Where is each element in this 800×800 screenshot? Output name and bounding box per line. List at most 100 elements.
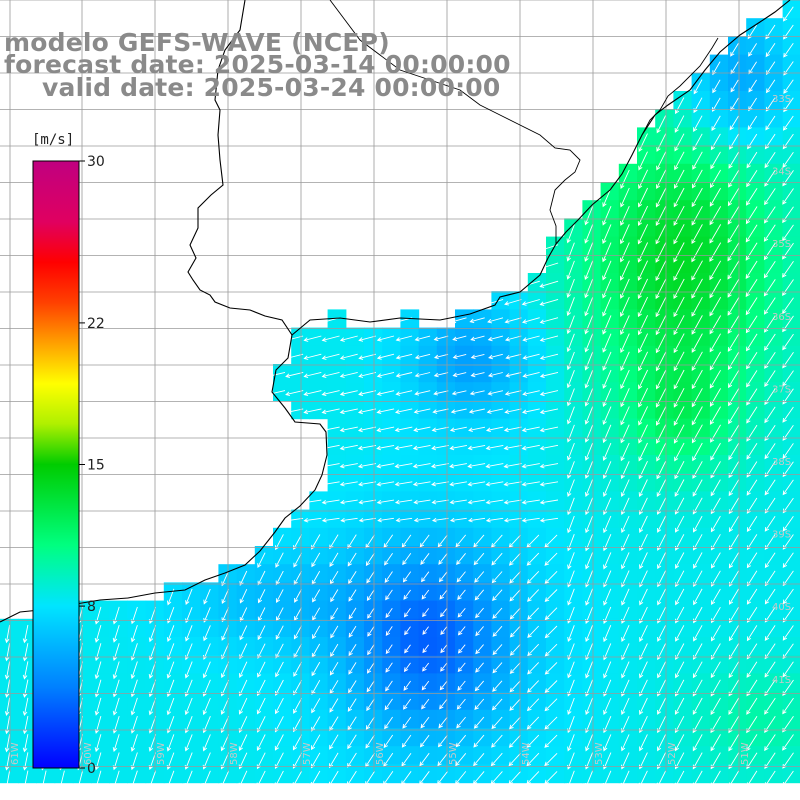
wind-arrow	[782, 516, 794, 532]
wind-arrow	[449, 444, 467, 451]
wind-arrow	[455, 753, 467, 767]
wind-arrow	[539, 463, 559, 469]
wind-arrow	[764, 734, 776, 752]
wind-arrow	[403, 698, 412, 710]
wind-arrow	[691, 351, 703, 372]
wind-arrow	[22, 770, 29, 789]
wind-arrow	[673, 169, 685, 189]
wind-arrow	[709, 187, 721, 207]
wind-arrow	[566, 351, 575, 371]
wind-arrow	[710, 515, 721, 533]
wind-arrow	[526, 698, 540, 712]
wind-arrow	[566, 224, 575, 244]
wind-arrow	[655, 278, 667, 300]
wind-arrow	[544, 662, 558, 675]
wind-arrow	[257, 552, 266, 569]
wind-arrow	[485, 463, 504, 469]
wind-arrow	[782, 661, 794, 678]
wind-arrow	[419, 534, 430, 548]
wind-arrow	[746, 679, 758, 697]
wind-arrow	[385, 626, 393, 636]
wind-arrow	[711, 588, 721, 606]
wind-arrow	[584, 442, 594, 461]
wind-arrow	[673, 406, 685, 426]
wind-arrow	[457, 589, 466, 601]
wind-arrow	[782, 370, 794, 387]
wind-arrow	[656, 151, 667, 171]
wind-arrow	[585, 515, 594, 534]
wind-arrow	[395, 517, 413, 523]
wind-arrow	[457, 662, 466, 673]
wind-arrow	[473, 753, 485, 767]
wind-arrow	[746, 479, 758, 496]
wind-arrow	[185, 588, 193, 605]
wind-arrow	[487, 390, 504, 396]
wind-cell	[418, 709, 438, 729]
wind-arrow	[727, 315, 740, 334]
wind-arrow	[763, 206, 776, 224]
wind-arrow	[728, 370, 740, 389]
wind-arrow	[566, 406, 575, 425]
wind-arrow	[329, 661, 339, 676]
wind-arrow	[491, 734, 503, 748]
wind-arrow	[746, 770, 758, 788]
wind-arrow	[620, 315, 630, 336]
wind-arrow	[22, 734, 29, 753]
wind-arrow	[238, 770, 248, 788]
wind-arrow	[312, 607, 321, 621]
wind-arrow	[603, 697, 612, 715]
wind-arrow	[638, 151, 648, 171]
wind-arrow	[746, 661, 758, 678]
wind-arrow	[673, 351, 685, 372]
wind-arrow	[544, 607, 558, 621]
wind-arrow	[730, 97, 739, 112]
wind-arrow	[691, 278, 703, 299]
wind-arrow	[526, 570, 540, 584]
wind-arrow	[330, 589, 339, 603]
wind-arrow	[503, 426, 522, 433]
wind-arrow	[693, 552, 703, 569]
wind-arrow	[503, 517, 522, 523]
wind-arrow	[585, 625, 594, 643]
wind-arrow	[438, 716, 448, 729]
wind-arrow	[710, 424, 721, 443]
wind-arrow	[620, 206, 630, 226]
wind-arrow	[746, 734, 758, 752]
wind-arrow	[567, 770, 575, 788]
wind-arrow	[764, 552, 776, 569]
wind-arrow	[728, 479, 740, 497]
wind-arrow	[509, 625, 521, 638]
wind-arrow	[294, 589, 302, 603]
wind-arrow	[487, 317, 504, 324]
wind-arrow	[621, 697, 630, 715]
wind-arrow	[422, 662, 430, 672]
wind-arrow	[655, 387, 667, 408]
wind-arrow	[430, 463, 449, 469]
wind-arrow	[603, 552, 612, 570]
wind-arrow	[358, 335, 377, 342]
wind-arrow	[385, 662, 393, 673]
wind-arrow	[655, 333, 667, 354]
wind-arrow	[383, 734, 394, 749]
wind-arrow	[473, 716, 485, 729]
wind-arrow	[693, 625, 703, 642]
wind-arrow	[710, 151, 721, 170]
wind-arrow	[603, 625, 612, 643]
wind-arrow	[674, 460, 685, 480]
wind-arrow	[473, 534, 485, 548]
wind-arrow	[394, 408, 413, 415]
wind-arrow	[321, 335, 340, 342]
wind-arrow	[764, 406, 776, 424]
wind-arrow	[412, 444, 431, 451]
wind-arrow	[321, 444, 340, 451]
wind-arrow	[782, 6, 794, 22]
wind-arrow	[620, 406, 630, 426]
wind-arrow	[727, 278, 740, 298]
wind-arrow	[603, 770, 612, 788]
wind-arrow	[40, 770, 47, 789]
wind-arrow	[526, 552, 540, 566]
wind-arrow	[728, 752, 740, 770]
wind-arrow	[693, 588, 703, 606]
wind-arrow	[348, 625, 357, 638]
wind-arrow	[367, 626, 375, 637]
